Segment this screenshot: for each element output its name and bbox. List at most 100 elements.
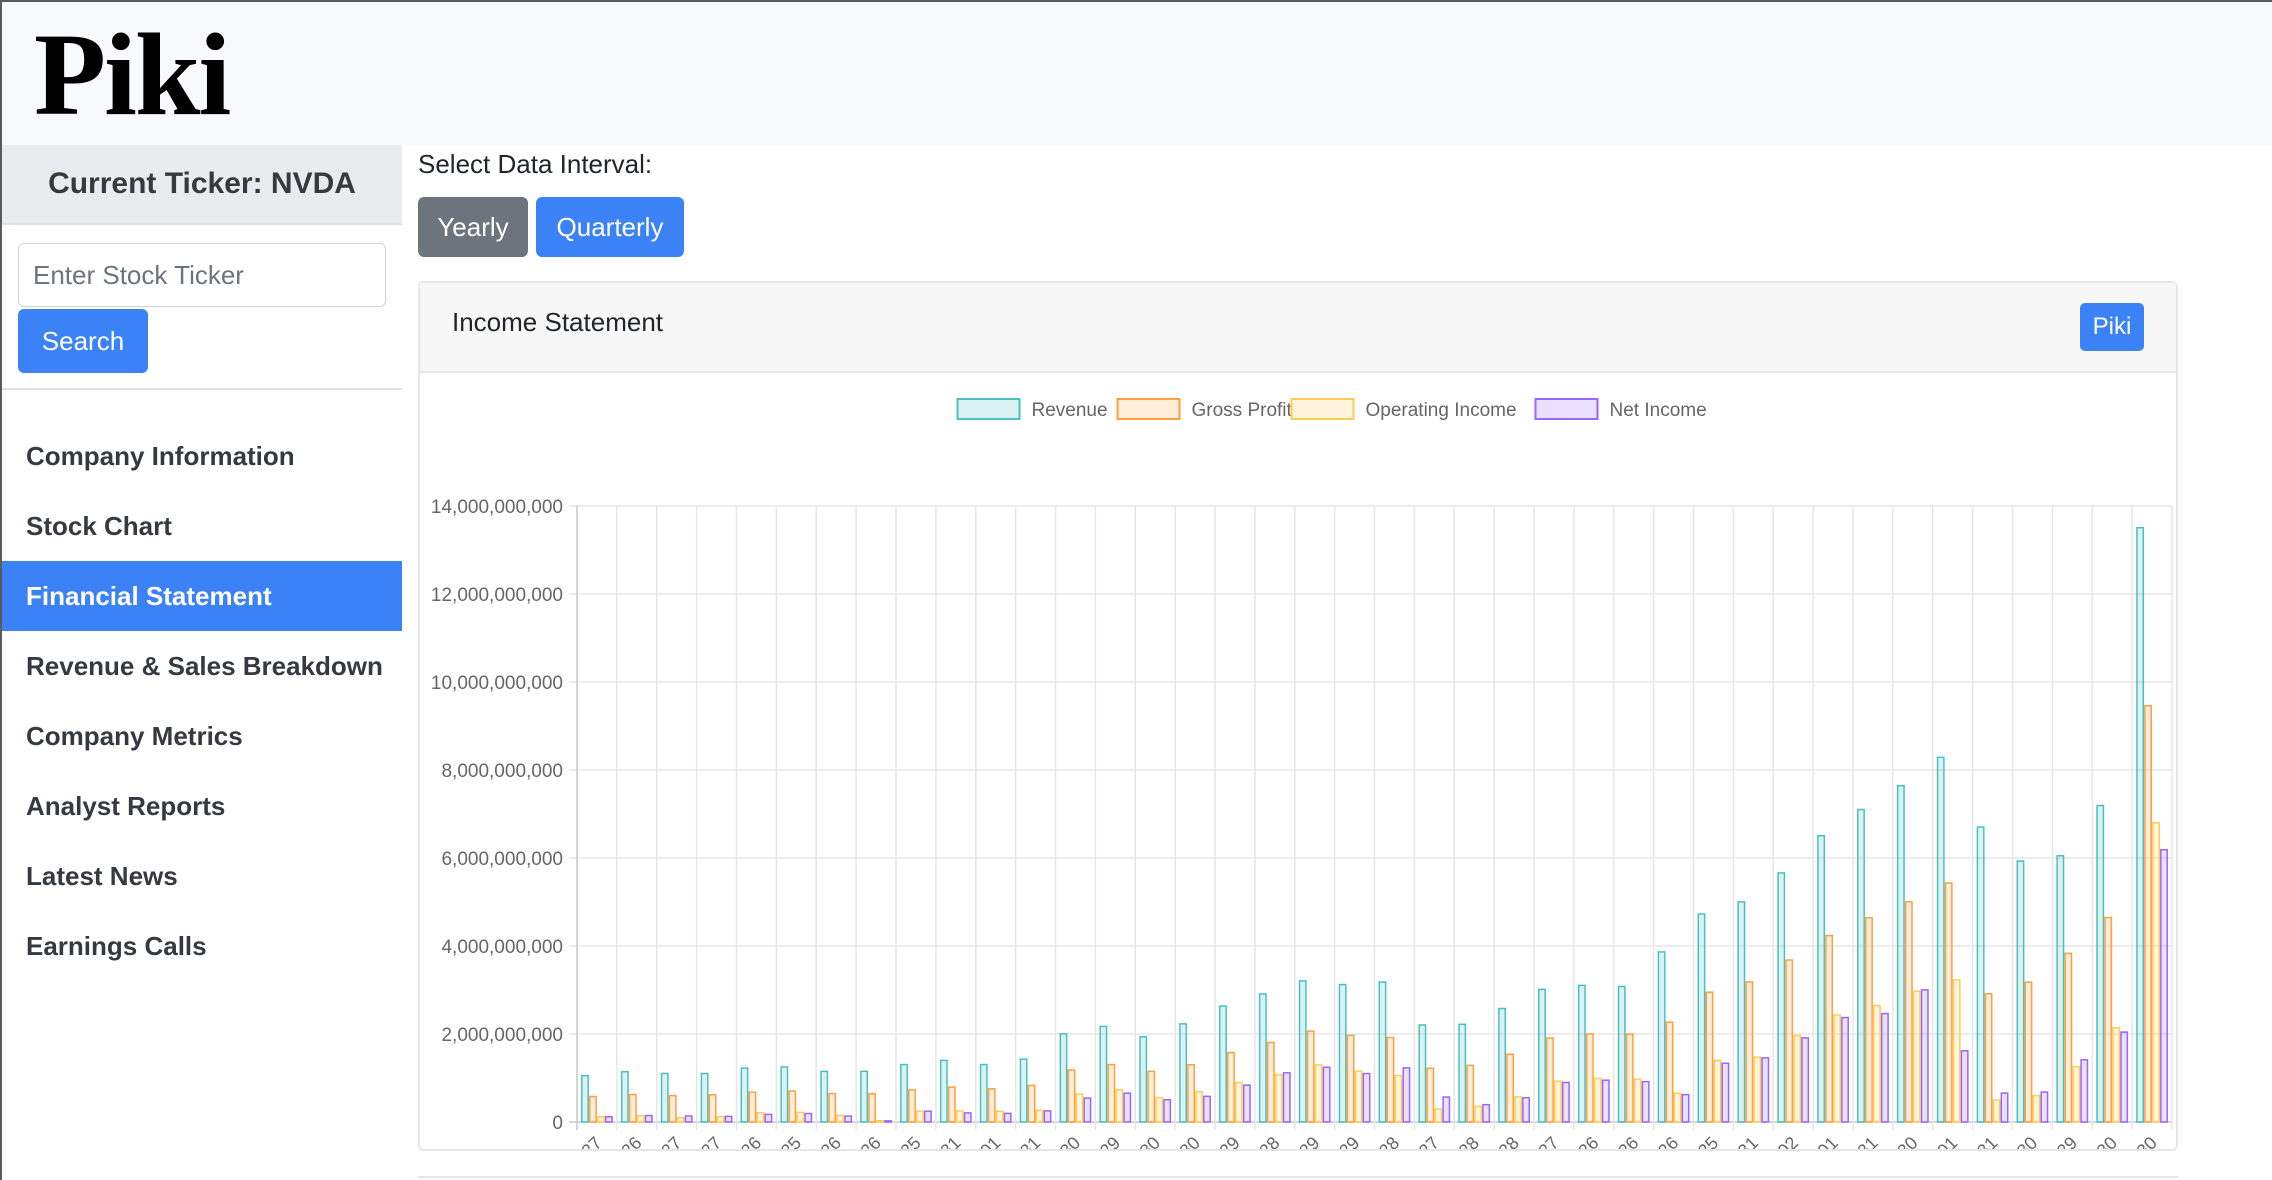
sidebar-item-company-metrics[interactable]: Company Metrics (26, 720, 243, 751)
bar-net-income (2000, 1092, 2009, 1123)
bar-gross-profit (1705, 991, 1714, 1123)
bar-operating-income (1633, 1078, 1642, 1123)
app-logo[interactable]: Piki (34, 9, 231, 140)
bar-revenue (1577, 984, 1586, 1123)
legend-label-1: Gross Profit (1192, 400, 1293, 421)
sidebar-item-financial-statement[interactable]: Financial Statement (2, 561, 402, 631)
bar-net-income (804, 1112, 813, 1123)
income-statement-card: Income Statement Piki Revenue Gross Profi… (418, 281, 2178, 1180)
bar-net-income (724, 1115, 733, 1123)
sidebar-item-company-information[interactable]: Company Information (26, 440, 295, 471)
bar-operating-income (1833, 1014, 1841, 1123)
bar-gross-profit (1027, 1084, 1036, 1123)
bar-net-income (1482, 1103, 1491, 1123)
bar-net-income (1402, 1067, 1411, 1123)
sidebar-divider (2, 388, 402, 390)
bar-operating-income (1793, 1034, 1802, 1123)
bar-net-income (1242, 1084, 1251, 1123)
sidebar-item-revenue-sales-breakdown[interactable]: Revenue & Sales Breakdown (26, 650, 383, 681)
bar-gross-profit (1147, 1070, 1156, 1123)
bar-net-income (1362, 1072, 1371, 1123)
y-tick-label: 2,000,000,000 (441, 1025, 563, 1046)
bar-operating-income (1434, 1108, 1443, 1123)
bar-net-income (1801, 1037, 1810, 1123)
bar-net-income (604, 1116, 613, 1123)
bar-net-income (684, 1115, 693, 1123)
bar-net-income (1123, 1092, 1132, 1123)
bar-net-income (1721, 1062, 1730, 1123)
bar-revenue (1617, 985, 1626, 1123)
bar-net-income (2160, 848, 2168, 1123)
bar-gross-profit (1984, 992, 1993, 1123)
bar-net-income (2040, 1091, 2049, 1123)
bar-operating-income (1992, 1099, 2001, 1123)
bar-revenue (1258, 993, 1267, 1123)
bar-net-income (1043, 1110, 1052, 1123)
bar-gross-profit (1187, 1064, 1196, 1123)
legend-swatch-3 (1534, 398, 1599, 420)
bar-revenue (1697, 913, 1706, 1123)
bar-revenue (1378, 981, 1387, 1123)
bar-net-income (963, 1112, 972, 1123)
bar-operating-income (1234, 1081, 1243, 1123)
bar-operating-income (1474, 1105, 1483, 1123)
bar-operating-income (1394, 1074, 1403, 1123)
legend-label-3: Net Income (1610, 400, 1707, 421)
piki-button[interactable]: Piki (2080, 303, 2144, 351)
bar-revenue (860, 1070, 869, 1123)
bar-revenue (2096, 804, 2105, 1123)
bar-gross-profit (1745, 981, 1754, 1123)
bar-gross-profit (908, 1089, 916, 1123)
bar-revenue (2136, 526, 2145, 1123)
bar-revenue (700, 1072, 709, 1123)
bar-operating-income (596, 1115, 605, 1123)
top-navbar: Piki (0, 0, 2272, 145)
bar-revenue (2056, 855, 2065, 1123)
y-tick-label: 4,000,000,000 (441, 937, 563, 958)
bar-revenue (1817, 834, 1826, 1123)
bar-net-income (1522, 1096, 1530, 1123)
bar-gross-profit (1227, 1051, 1235, 1123)
legend-swatch-0 (956, 398, 1021, 420)
bar-net-income (884, 1120, 892, 1123)
bar-operating-income (1514, 1096, 1522, 1123)
bar-gross-profit (1625, 1033, 1634, 1123)
bar-operating-income (2112, 1027, 2121, 1123)
ticker-search-input[interactable] (18, 243, 386, 307)
bar-operating-income (915, 1110, 924, 1123)
bar-gross-profit (1266, 1041, 1275, 1123)
bar-operating-income (876, 1119, 884, 1123)
bar-gross-profit (1506, 1053, 1515, 1123)
bar-operating-income (1354, 1070, 1363, 1123)
bar-revenue (1657, 951, 1666, 1123)
bar-net-income (923, 1110, 932, 1123)
sidebar-item-analyst-reports[interactable]: Analyst Reports (26, 790, 226, 821)
bar-operating-income (955, 1110, 964, 1123)
bar-gross-profit (1067, 1069, 1076, 1123)
bar-operating-income (636, 1115, 645, 1123)
bar-gross-profit (708, 1094, 717, 1123)
bar-operating-income (1314, 1064, 1323, 1123)
bar-operating-income (1035, 1109, 1044, 1123)
bar-operating-income (2152, 822, 2160, 1123)
bar-revenue (1936, 756, 1945, 1123)
bar-net-income (1681, 1093, 1690, 1123)
income-statement-chart: Revenue Gross Profit Operating Income Net I… (431, 398, 2173, 1180)
bar-revenue (780, 1066, 789, 1123)
sidebar-item-stock-chart[interactable]: Stock Chart (26, 510, 172, 541)
bar-gross-profit (1904, 900, 1913, 1123)
quarterly-button[interactable]: Quarterly (536, 197, 684, 257)
bar-operating-income (1553, 1080, 1562, 1123)
bar-revenue (1099, 1025, 1108, 1123)
search-button[interactable]: Search (18, 309, 148, 373)
bar-net-income (1561, 1081, 1570, 1123)
sidebar-item-latest-news[interactable]: Latest News (26, 860, 178, 891)
bar-operating-income (676, 1116, 685, 1123)
bar-net-income (1920, 989, 1929, 1123)
bar-revenue (900, 1063, 908, 1123)
yearly-button[interactable]: Yearly (418, 197, 528, 257)
bar-operating-income (1075, 1093, 1084, 1123)
bar-gross-profit (589, 1095, 597, 1123)
bar-operating-income (1593, 1077, 1602, 1123)
sidebar-item-earnings-calls[interactable]: Earnings Calls (26, 930, 207, 961)
